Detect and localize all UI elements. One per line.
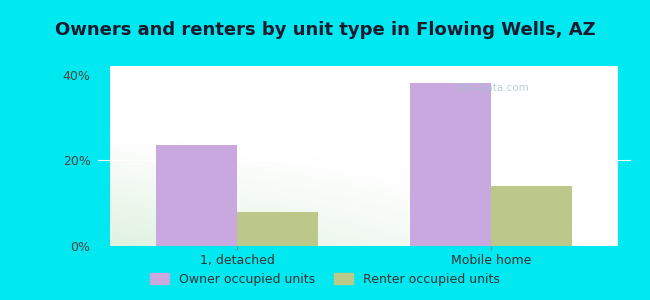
Bar <box>491 186 572 246</box>
Text: City-Data.com: City-Data.com <box>454 82 529 93</box>
Text: Owners and renters by unit type in Flowing Wells, AZ: Owners and renters by unit type in Flowi… <box>55 21 595 39</box>
Bar <box>410 83 491 246</box>
Bar <box>156 145 237 246</box>
Legend: Owner occupied units, Renter occupied units: Owner occupied units, Renter occupied un… <box>146 268 504 291</box>
Bar <box>237 212 318 246</box>
